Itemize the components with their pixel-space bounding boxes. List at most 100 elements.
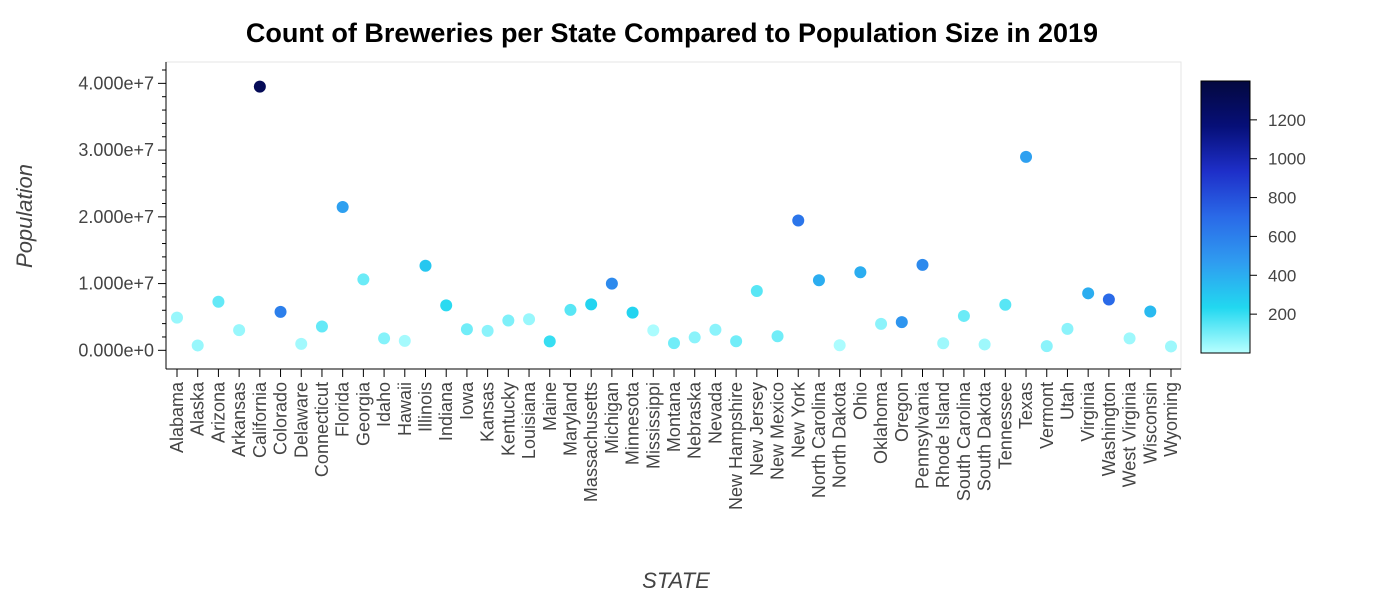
x-tick-label: California bbox=[250, 381, 270, 458]
data-point bbox=[398, 334, 411, 347]
y-tick-label: 3.000e+7 bbox=[78, 140, 154, 160]
x-tick-label: Iowa bbox=[457, 381, 477, 420]
x-tick-label: Oregon bbox=[892, 382, 912, 442]
data-point bbox=[1082, 287, 1095, 300]
x-tick-label: Rhode Island bbox=[933, 382, 953, 488]
y-axis-label: Population bbox=[12, 164, 37, 268]
x-tick-label: New Jersey bbox=[747, 382, 767, 476]
x-tick-label: Wisconsin bbox=[1140, 382, 1160, 464]
x-tick-label: Delaware bbox=[291, 382, 311, 458]
data-point bbox=[171, 311, 183, 324]
colorbar-tick-label: 1000 bbox=[1268, 150, 1306, 169]
x-tick-label: Illinois bbox=[416, 382, 436, 432]
data-point bbox=[833, 339, 846, 352]
colorbar-tick-label: 200 bbox=[1268, 305, 1296, 324]
data-point bbox=[1144, 305, 1157, 318]
x-tick-label: Pennsylvania bbox=[913, 381, 933, 489]
x-tick-label: Oklahoma bbox=[871, 381, 891, 464]
x-tick-label: Virginia bbox=[1078, 381, 1098, 442]
y-tick-label: 4.000e+7 bbox=[78, 73, 154, 93]
x-tick-label: Texas bbox=[1016, 382, 1036, 429]
data-point bbox=[212, 295, 225, 308]
data-point bbox=[647, 324, 660, 337]
data-point bbox=[295, 337, 308, 350]
data-point bbox=[1165, 340, 1177, 353]
y-tick-label: 2.000e+7 bbox=[78, 207, 154, 227]
data-point bbox=[378, 332, 391, 345]
data-point bbox=[688, 331, 701, 344]
data-point bbox=[440, 299, 453, 312]
data-point bbox=[1061, 322, 1074, 335]
x-tick-label: Louisiana bbox=[519, 381, 539, 459]
x-tick-label: New Mexico bbox=[768, 382, 788, 480]
data-point bbox=[1123, 332, 1136, 345]
data-point bbox=[1040, 340, 1053, 353]
x-tick-label: Indiana bbox=[436, 381, 456, 441]
x-tick-label: Minnesota bbox=[623, 381, 643, 465]
x-tick-label: Nevada bbox=[705, 381, 725, 444]
data-point bbox=[957, 309, 970, 322]
data-point bbox=[750, 285, 763, 298]
x-tick-label: Nebraska bbox=[685, 381, 705, 459]
x-tick-label: Idaho bbox=[374, 382, 394, 427]
x-tick-label: Connecticut bbox=[312, 382, 332, 477]
data-point bbox=[460, 323, 473, 336]
colorbar-tick-label: 800 bbox=[1268, 189, 1296, 208]
x-tick-label: North Dakota bbox=[830, 381, 850, 488]
y-tick-label: 0.000e+0 bbox=[78, 340, 154, 360]
plot-area bbox=[165, 61, 1182, 370]
x-tick-label: Arizona bbox=[208, 381, 228, 443]
data-point bbox=[709, 323, 722, 336]
x-tick-label: New York bbox=[788, 381, 808, 458]
data-point bbox=[730, 335, 743, 348]
data-point bbox=[895, 316, 908, 329]
x-tick-label: Washington bbox=[1099, 382, 1119, 476]
data-point bbox=[543, 335, 556, 348]
x-tick-label: Colorado bbox=[271, 382, 291, 455]
data-point bbox=[502, 314, 515, 327]
x-tick-label: Montana bbox=[664, 381, 684, 452]
data-point bbox=[626, 306, 639, 319]
data-point bbox=[978, 338, 991, 351]
data-point bbox=[233, 324, 246, 337]
chart-title: Count of Breweries per State Compared to… bbox=[246, 18, 1098, 48]
data-point bbox=[812, 274, 825, 287]
x-tick-label: Vermont bbox=[1037, 382, 1057, 449]
x-tick-label: Kentucky bbox=[498, 382, 518, 456]
x-tick-label: Utah bbox=[1057, 382, 1077, 420]
x-tick-label: South Dakota bbox=[975, 381, 995, 491]
colorbar-ticks: 200 400 600 800 1000 1200 bbox=[1250, 111, 1306, 324]
x-tick-label: Mississippi bbox=[643, 382, 663, 469]
y-axis: 0.000e+0 1.000e+7 2.000e+7 3.000e+7 4.000e+7 bbox=[78, 62, 167, 369]
colorbar-gradient bbox=[1200, 80, 1251, 354]
x-tick-label: Georgia bbox=[353, 381, 373, 446]
x-tick-label: Tennessee bbox=[995, 382, 1015, 469]
data-point bbox=[564, 303, 577, 316]
colorbar: 200 400 600 800 1000 1200 bbox=[1200, 80, 1306, 354]
data-point bbox=[1102, 293, 1115, 306]
data-point bbox=[585, 298, 598, 311]
x-tick-label: Michigan bbox=[602, 382, 622, 454]
data-point bbox=[668, 337, 680, 350]
x-tick-label: Alaska bbox=[188, 381, 208, 436]
x-tick-label: Maryland bbox=[560, 382, 580, 456]
data-point bbox=[357, 273, 370, 286]
x-tick-label: New Hampshire bbox=[726, 382, 746, 510]
x-tick-label: Arkansas bbox=[229, 382, 249, 457]
x-axis: Alabama Alaska Arizona Arkansas California Co… bbox=[166, 368, 1181, 510]
data-point bbox=[481, 324, 494, 337]
colorbar-tick-label: 400 bbox=[1268, 266, 1296, 285]
data-point bbox=[419, 259, 432, 272]
data-point bbox=[999, 298, 1012, 311]
x-tick-label: Ohio bbox=[850, 382, 870, 420]
x-tick-label: South Carolina bbox=[954, 381, 974, 501]
x-tick-label: West Virginia bbox=[1120, 381, 1140, 487]
data-points bbox=[171, 80, 1177, 353]
x-tick-label: Wyoming bbox=[1161, 382, 1181, 457]
x-tick-label: Kansas bbox=[478, 382, 498, 442]
data-point bbox=[875, 317, 888, 330]
colorbar-tick-label: 1200 bbox=[1268, 111, 1306, 130]
data-point bbox=[274, 305, 287, 318]
data-point bbox=[253, 80, 266, 93]
